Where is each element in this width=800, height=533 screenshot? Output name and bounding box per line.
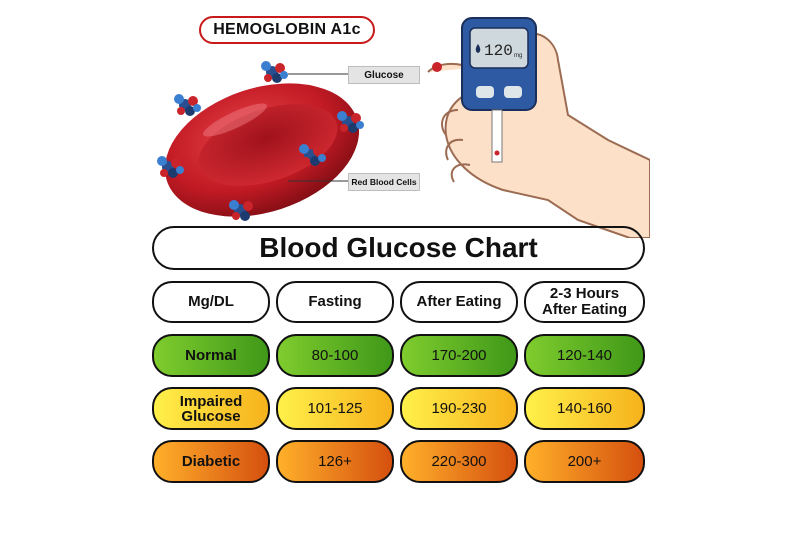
- red-blood-cells-label: Red Blood Cells: [348, 173, 420, 191]
- row-label-impaired-glucose: Impaired Glucose: [152, 387, 270, 430]
- value-diabetic-2-3-hours: 200+: [524, 440, 645, 483]
- red-blood-cell-illustration: [157, 61, 364, 221]
- glucose-meter-icon: 120 mg: [461, 17, 537, 163]
- value-diabetic-after-eating: 220-300: [400, 440, 518, 483]
- value-impaired-after-eating: 190-230: [400, 387, 518, 430]
- value-normal-fasting: 80-100: [276, 334, 394, 377]
- meter-reading: 120: [484, 42, 513, 60]
- glucose-molecule-icon: [229, 200, 253, 221]
- hand-glucose-meter-illustration: 120 mg: [427, 17, 650, 238]
- meter-unit: mg: [514, 53, 522, 59]
- glucose-molecule-icon: [174, 94, 201, 116]
- value-normal-after-eating: 170-200: [400, 334, 518, 377]
- row-label-normal: Normal: [152, 334, 270, 377]
- header-after-eating: After Eating: [400, 281, 518, 323]
- glucose-molecule-icon: [299, 144, 326, 166]
- header-fasting: Fasting: [276, 281, 394, 323]
- value-diabetic-fasting: 126+: [276, 440, 394, 483]
- row-label-diabetic: Diabetic: [152, 440, 270, 483]
- value-normal-2-3-hours: 120-140: [524, 334, 645, 377]
- glucose-molecule-icon: [337, 111, 364, 133]
- value-impaired-2-3-hours: 140-160: [524, 387, 645, 430]
- red-blood-cell: [164, 83, 360, 217]
- glucose-molecule-icon: [157, 156, 184, 178]
- header-mgdl: Mg/DL: [152, 281, 270, 323]
- value-impaired-fasting: 101-125: [276, 387, 394, 430]
- glucose-molecule-icon: [261, 61, 288, 83]
- header-2-3-hours-after-eating: 2-3 Hours After Eating: [524, 281, 645, 323]
- glucose-label: Glucose: [348, 66, 420, 84]
- hemoglobin-title: HEMOGLOBIN A1c: [199, 16, 375, 44]
- chart-title: Blood Glucose Chart: [152, 226, 645, 270]
